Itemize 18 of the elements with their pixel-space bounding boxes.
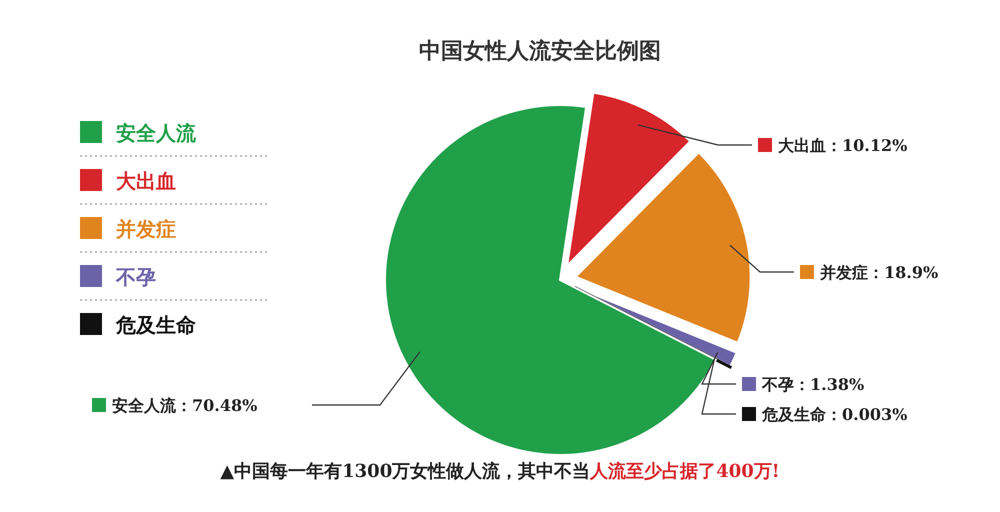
category-label: 安全人流 [112,396,176,415]
legend-label: 危及生命 [761,405,826,424]
legend-label: 大出血 [778,136,826,155]
category-label: 并发症 [116,217,176,241]
category-label: 不孕 [116,265,156,289]
legend-label: 安全人流 [116,121,197,145]
legend-label: 不孕 [761,375,794,394]
data-label: ：70.48% [176,396,258,415]
legend-label: 并发症 [819,263,868,282]
data-label: ：1.38% [794,375,864,394]
category-label: 危及生命 [116,313,196,337]
category-label: 大出血 [116,169,176,193]
data-label: ：18.9% [868,263,938,282]
data-label: ：10.12% [826,136,908,155]
chart-title: 中国女性人流安全比例图 [419,38,661,64]
text: 人流至少占据了400万! [589,461,780,482]
data-label: ：0.003% [826,405,908,424]
text: ▲中国每一年有1300万女性做人流，其中不当 [220,461,590,482]
